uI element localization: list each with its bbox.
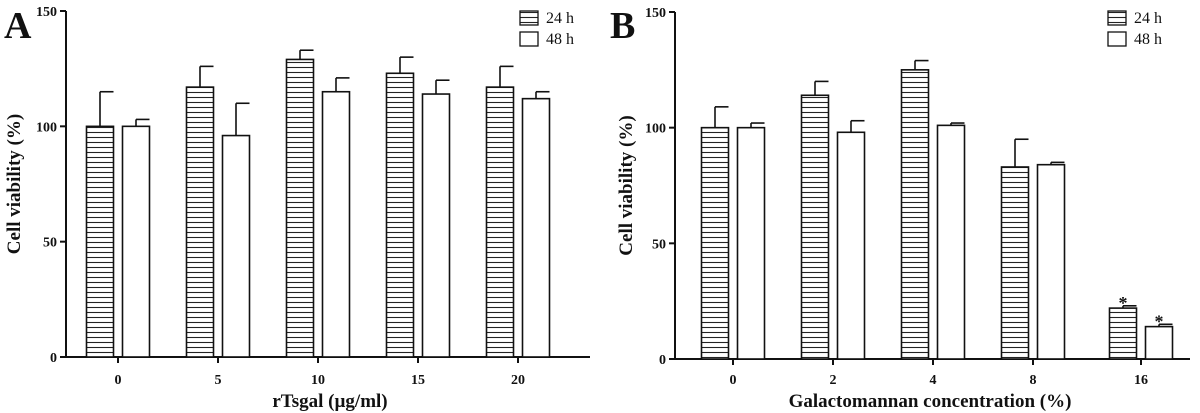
bar-24h-5 (185, 86, 215, 358)
y-tick-label: 100 (645, 122, 666, 137)
bar-48h-0 (121, 125, 151, 358)
panel-b-chart: B 0 50 100 150 Cell viability (%) Galactomanna… (610, 5, 1190, 412)
legend-label: 24 h (546, 10, 574, 27)
bar-24h-20 (485, 86, 515, 358)
bar-24h-10 (285, 58, 315, 358)
bar-48h-16 (1144, 325, 1174, 360)
bar-24h-4 (900, 69, 930, 360)
x-axis-title: rTsgal (µg/ml) (272, 391, 387, 412)
y-tick-label: 50 (43, 236, 57, 251)
x-tick-label: 10 (311, 373, 325, 388)
x-tick-label: 0 (730, 373, 737, 388)
bar-48h-4 (936, 124, 966, 360)
y-tick-label: 50 (652, 237, 666, 252)
y-tick-label: 0 (659, 353, 666, 368)
x-tick-label: 15 (411, 373, 425, 388)
significance-marker: * (1119, 293, 1128, 313)
legend-label: 24 h (1134, 10, 1162, 27)
bar-48h-15 (421, 93, 451, 358)
x-tick-label: 2 (830, 373, 837, 388)
legend-label: 48 h (546, 31, 574, 48)
bar-24h-0 (700, 126, 730, 360)
y-tick-label: 100 (36, 120, 57, 135)
y-tick-label: 150 (36, 5, 57, 20)
x-tick-label: 16 (1134, 373, 1148, 388)
significance-marker: * (1155, 311, 1164, 331)
x-tick-label: 8 (1030, 373, 1037, 388)
bar-24h-15 (385, 72, 415, 358)
panel-letter: A (4, 5, 32, 47)
x-tick-label: 4 (930, 373, 937, 388)
y-axis-title: Cell viability (%) (4, 114, 25, 254)
x-tick-label: 20 (511, 373, 525, 388)
y-tick-label: 0 (50, 351, 57, 366)
bar-48h-8 (1036, 163, 1066, 360)
bar-24h-16 (1108, 307, 1138, 360)
bar-48h-10 (321, 90, 351, 358)
x-axis-title: Galactomannan concentration (%) (789, 391, 1072, 412)
bar-24h-8 (1000, 166, 1030, 360)
bar-24h-2 (800, 94, 830, 360)
legend-swatch (519, 31, 539, 47)
bar-48h-2 (836, 131, 866, 360)
legend-swatch (1107, 31, 1127, 47)
bar-48h-20 (521, 97, 551, 358)
legend-swatch (519, 10, 539, 26)
bar-48h-5 (221, 134, 251, 358)
bar-48h-0 (736, 126, 766, 360)
legend-swatch (1107, 10, 1127, 26)
x-tick-label: 0 (115, 373, 122, 388)
x-tick-label: 5 (215, 373, 222, 388)
y-tick-label: 150 (645, 6, 666, 21)
legend-label: 48 h (1134, 31, 1162, 48)
y-axis-title: Cell viability (%) (616, 115, 637, 255)
bar-24h-0 (85, 125, 115, 358)
panel-letter: B (610, 5, 635, 47)
